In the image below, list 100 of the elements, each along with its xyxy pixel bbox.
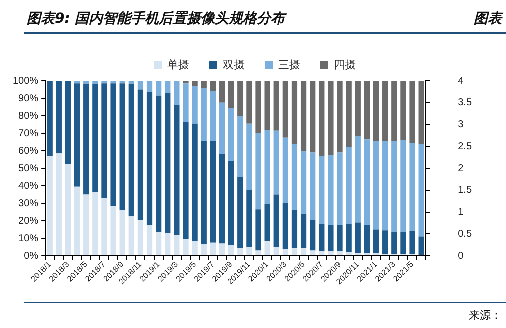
bar (264, 130, 270, 204)
bar (355, 136, 361, 223)
y-tick-label: 40% (18, 180, 39, 192)
bar (319, 224, 325, 252)
bar (274, 130, 280, 195)
bar (364, 225, 370, 254)
y-tick-label: 10% (18, 233, 39, 244)
y2-tick-label: 1 (458, 207, 464, 218)
bar (74, 186, 80, 256)
bar (110, 81, 116, 84)
bar (183, 122, 189, 240)
y-tick-label: 60% (18, 146, 39, 157)
bar (392, 141, 398, 232)
bar (84, 84, 90, 195)
bar (319, 81, 325, 156)
bar (310, 81, 316, 153)
bar (355, 222, 361, 254)
bar (418, 236, 424, 256)
bar (282, 204, 288, 249)
legend-label: 三摄 (278, 58, 300, 72)
bar (292, 144, 298, 210)
bar (246, 247, 252, 256)
bar (328, 81, 334, 156)
bar (282, 81, 288, 138)
bar (264, 81, 270, 130)
bar (300, 151, 307, 214)
bar (138, 90, 144, 220)
bar (264, 241, 270, 256)
bar (192, 86, 198, 124)
y-tick-label: 50% (18, 163, 39, 174)
bar (201, 244, 207, 256)
bar (219, 102, 226, 154)
y-tick-label: 80% (18, 110, 39, 122)
bar (192, 241, 198, 256)
bar (165, 93, 171, 234)
bar (210, 141, 216, 243)
bar (120, 84, 126, 210)
bar (418, 81, 424, 144)
bar (92, 81, 98, 84)
bar (310, 250, 316, 256)
bar (400, 140, 406, 232)
bar (274, 247, 280, 256)
y2-tick-label: 4 (458, 76, 464, 87)
bar (165, 81, 171, 94)
bar (228, 162, 234, 246)
bar (410, 81, 416, 144)
bar (56, 154, 62, 256)
bar (238, 81, 244, 116)
bar (256, 81, 262, 134)
legend-label: 双摄 (223, 58, 245, 72)
bar (310, 220, 316, 251)
bar (156, 232, 162, 256)
bar (47, 81, 53, 156)
bar (300, 214, 307, 248)
bar (102, 81, 108, 84)
bar (300, 248, 307, 256)
bar (210, 92, 216, 142)
bar (410, 232, 416, 254)
y2-tick-label: 2.5 (458, 141, 472, 152)
bar (47, 156, 53, 256)
bar (292, 248, 298, 256)
bar (174, 106, 180, 235)
source-note: 来源： (469, 308, 502, 323)
bar (400, 81, 406, 140)
bar (110, 84, 116, 206)
bar (282, 138, 288, 204)
y-tick-label: 0% (24, 250, 39, 262)
bar (246, 81, 252, 124)
bar (74, 84, 80, 187)
bar (128, 84, 134, 217)
bar (337, 225, 343, 252)
bar (238, 116, 244, 178)
bar (110, 206, 116, 256)
bar (138, 220, 144, 256)
bar (74, 81, 80, 84)
bar (373, 141, 380, 230)
bar (128, 216, 134, 256)
bar (246, 124, 252, 190)
y2-tick-label: 0 (458, 250, 464, 262)
bar (364, 140, 370, 226)
bar (219, 244, 226, 256)
bar (328, 155, 334, 226)
bar (310, 152, 316, 220)
y-tick-label: 100% (13, 76, 39, 87)
bar (274, 194, 280, 248)
bar (201, 141, 207, 245)
chart-title: 图表9: 国内智能手机后置摄像头规格分布 (27, 10, 286, 28)
y-tick-label: 70% (18, 128, 39, 140)
text: 图表 (474, 10, 502, 28)
bar (192, 124, 198, 242)
y2-tick-label: 0.5 (458, 228, 472, 240)
bar (201, 81, 207, 88)
bar (210, 242, 216, 256)
bar (183, 84, 189, 122)
bar (400, 232, 406, 254)
bar (392, 81, 398, 142)
bar (256, 210, 262, 251)
bar (183, 81, 189, 84)
y2-tick-label: 1.5 (458, 185, 472, 196)
bar (355, 81, 361, 136)
